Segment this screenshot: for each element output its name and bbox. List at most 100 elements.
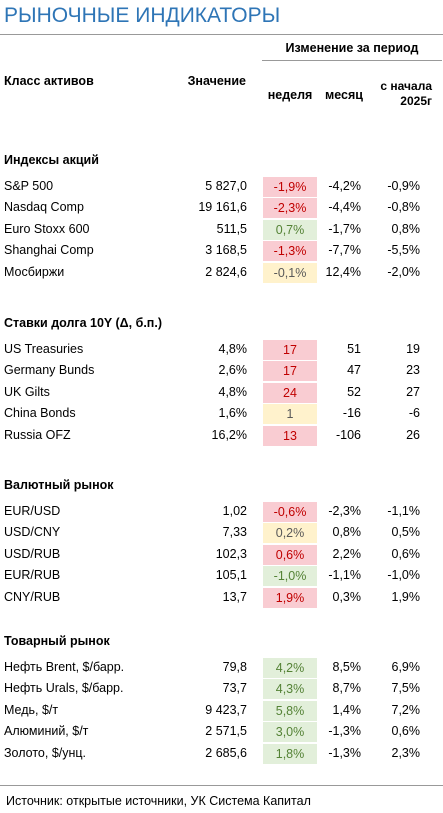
- week-cell: [263, 340, 317, 360]
- ytd-change: 0,6%: [391, 546, 421, 561]
- month-change: -106: [335, 427, 361, 442]
- week-change: 17: [283, 343, 297, 357]
- rule: [0, 785, 443, 786]
- week-change: -1,3%: [273, 244, 307, 259]
- week-cell: [263, 241, 317, 262]
- ytd-change: 0,8%: [391, 221, 421, 236]
- asset-name: USD/CNY: [4, 525, 61, 540]
- month-change: -4,2%: [328, 179, 361, 193]
- week-change: -1,9%: [273, 180, 307, 194]
- month-change: -7,7%: [328, 243, 361, 258]
- asset-name: China Bonds: [4, 406, 76, 421]
- rule: [262, 60, 442, 61]
- ytd-change: -1,1%: [387, 504, 420, 518]
- ytd-change: -6: [408, 406, 420, 421]
- month-change: 1,4%: [332, 702, 362, 717]
- week-cell: [263, 700, 317, 721]
- month-change: -1,7%: [328, 221, 361, 236]
- asset-name: EUR/USD: [4, 504, 61, 518]
- asset-name: Nasdaq Comp: [4, 200, 84, 215]
- month-change: 47: [347, 363, 361, 378]
- asset-name: Russia OFZ: [4, 427, 71, 442]
- week-change: 13: [283, 428, 297, 443]
- month-change: 8,5%: [332, 660, 362, 674]
- week-cell: [263, 361, 317, 382]
- week-cell: [263, 679, 317, 700]
- ytd-change: 0,6%: [391, 724, 421, 739]
- week-cell: [263, 544, 317, 565]
- week-cell: [263, 566, 317, 587]
- ytd-change: 23: [406, 363, 420, 378]
- week-change: 1,9%: [275, 590, 305, 605]
- month-change: -1,3%: [328, 745, 361, 760]
- week-cell: [263, 382, 317, 403]
- asset-header: Класс активов: [4, 74, 94, 88]
- week-header: неделя: [267, 88, 313, 102]
- section-title: Валютный рынок: [4, 478, 114, 492]
- value: 73,7: [222, 681, 247, 696]
- value: 102,3: [215, 546, 247, 561]
- value: 9 423,7: [205, 702, 247, 717]
- week-cell: [263, 425, 317, 446]
- month-change: -1,1%: [328, 568, 361, 583]
- source: Источник: открытые источники, УК Система…: [6, 794, 311, 808]
- week-change: -0,6%: [273, 505, 307, 519]
- asset-name: Медь, $/т: [4, 702, 59, 717]
- value-header: Значение: [187, 74, 246, 88]
- month-change: 2,2%: [332, 546, 362, 561]
- value: 4,8%: [218, 384, 248, 399]
- rule: [0, 34, 443, 35]
- ytd-change: 19: [406, 342, 420, 356]
- month-change: 52: [347, 384, 361, 399]
- ytd-change: 6,9%: [391, 660, 421, 674]
- ytd-change: -5,5%: [387, 243, 420, 258]
- ytd-change: 1,9%: [391, 589, 421, 604]
- asset-name: Золото, $/унц.: [4, 745, 87, 760]
- ytd-change: -1,0%: [387, 568, 420, 583]
- period-header: Изменение за период: [285, 41, 419, 55]
- value: 5 827,0: [205, 179, 247, 193]
- value: 105,1: [215, 568, 247, 583]
- value: 79,8: [222, 660, 247, 674]
- asset-name: USD/RUB: [4, 546, 61, 561]
- week-cell: [263, 404, 317, 425]
- value: 2 824,6: [205, 264, 247, 279]
- asset-name: Нефть Brent, $/барр.: [4, 660, 125, 674]
- week-change: -0,1%: [273, 265, 307, 280]
- week-cell: [263, 502, 317, 522]
- week-change: 3,0%: [275, 725, 305, 740]
- asset-name: US Treasuries: [4, 342, 84, 356]
- month-change: -2,3%: [328, 504, 361, 518]
- month-change: 0,8%: [332, 525, 362, 540]
- month-change: -1,3%: [328, 724, 361, 739]
- week-change: 0,7%: [275, 222, 305, 237]
- value: 2 685,6: [205, 745, 247, 760]
- asset-name: EUR/RUB: [4, 568, 61, 583]
- asset-name: CNY/RUB: [4, 589, 61, 604]
- week-change: 1,8%: [275, 746, 305, 761]
- week-cell: [263, 743, 317, 764]
- ytd-change: 27: [406, 384, 420, 399]
- ytd-change: 7,2%: [391, 702, 421, 717]
- month-header: месяц: [325, 88, 363, 102]
- week-cell: [263, 262, 317, 283]
- week-change: 17: [283, 364, 297, 379]
- value: 19 161,6: [198, 200, 247, 215]
- ytd-change: 7,5%: [391, 681, 421, 696]
- week-change: 5,8%: [275, 703, 305, 718]
- week-cell: [263, 587, 317, 608]
- week-cell: [263, 722, 317, 743]
- week-change: 0,2%: [275, 526, 305, 541]
- value: 2 571,5: [205, 724, 247, 739]
- value: 1,6%: [218, 406, 248, 421]
- asset-name: Euro Stoxx 600: [4, 221, 90, 236]
- section-title: Индексы акций: [4, 153, 99, 167]
- month-change: -16: [342, 406, 361, 421]
- week-cell: [263, 198, 317, 219]
- asset-name: Нефть Urals, $/барр.: [4, 681, 124, 696]
- value: 3 168,5: [205, 243, 247, 258]
- month-change: 0,3%: [332, 589, 362, 604]
- asset-name: Мосбиржи: [4, 264, 65, 279]
- value: 16,2%: [211, 427, 247, 442]
